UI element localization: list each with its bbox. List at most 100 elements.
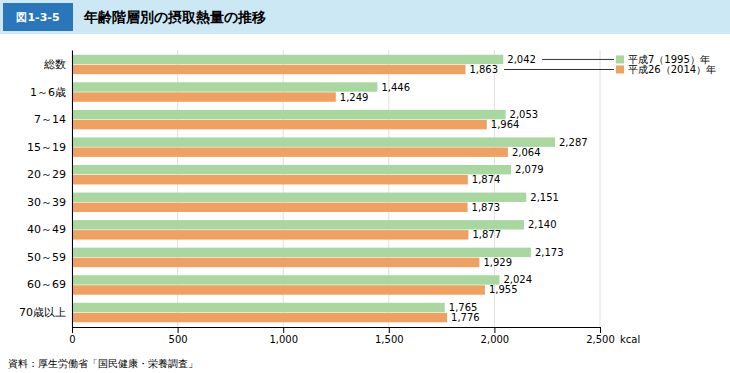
- bar: [72, 230, 468, 239]
- y-tick: 70歳以上: [19, 306, 72, 319]
- bar: [72, 193, 526, 202]
- x-tick: 2,500: [586, 327, 615, 345]
- data-label: 2,287: [559, 137, 588, 148]
- data-label: 1,776: [451, 312, 480, 323]
- chart-container: 図1-3-5年齢階層別の摂取熱量の推移2,0421,4462,0532,2872…: [0, 0, 730, 373]
- data-label: 1,929: [483, 257, 512, 268]
- legend-connector: [504, 69, 614, 70]
- x-tick: 1,000: [269, 327, 298, 345]
- x-tick-mark: [494, 327, 495, 333]
- bar: [72, 285, 485, 294]
- x-axis: 0 500 1,000 1,500 2,000 2,500: [69, 327, 615, 345]
- x-tick: 0: [69, 327, 75, 345]
- grid-line: [72, 50, 73, 327]
- grid-line: [600, 50, 601, 327]
- y-tick: 総数: [43, 58, 72, 71]
- bar-series: [72, 65, 508, 322]
- x-tick-mark: [283, 327, 284, 333]
- y-tick-label: 7～14: [34, 113, 66, 126]
- x-tick-label: 2,000: [481, 334, 510, 345]
- x-tick-mark: [600, 327, 601, 333]
- bar: [72, 258, 479, 267]
- y-axis-line: [72, 51, 73, 328]
- y-tick: 15～19: [27, 141, 72, 154]
- y-tick-label: 15～19: [27, 141, 66, 154]
- chart-title: 年齢階層別の摂取熱量の推移: [83, 9, 266, 25]
- data-label: 2,064: [512, 147, 541, 158]
- chart-svg: 図1-3-5年齢階層別の摂取熱量の推移2,0421,4462,0532,2872…: [0, 0, 730, 373]
- y-tick: 50～59: [27, 251, 72, 264]
- x-tick-label: 1,000: [269, 334, 298, 345]
- x-axis-line: [73, 328, 601, 334]
- y-tick-label: 40～49: [27, 223, 66, 236]
- data-label: 1,863: [469, 64, 498, 75]
- y-tick: 60～69: [27, 278, 72, 291]
- x-tick-label: 1,500: [375, 334, 404, 345]
- x-axis-label: kcal: [620, 334, 640, 345]
- y-tick: 30～39: [27, 196, 72, 209]
- data-label: 2,079: [515, 164, 544, 175]
- data-label: 2,173: [535, 247, 564, 258]
- data-label: 1,873: [472, 202, 501, 213]
- y-tick-label: 50～59: [27, 251, 66, 264]
- data-label: 1,955: [489, 284, 518, 295]
- bar: [72, 55, 503, 64]
- data-label: 1,446: [381, 82, 410, 93]
- data-labels: 2,0421,4462,0532,2872,0792,1512,1402,173…: [340, 54, 588, 323]
- bar-series: [72, 55, 555, 312]
- y-tick: 40～49: [27, 223, 72, 236]
- header-label-box: [3, 3, 73, 31]
- data-label: 2,042: [507, 54, 536, 65]
- x-tick: 2,000: [481, 327, 510, 345]
- bar: [72, 175, 468, 184]
- plot-area: 2,0421,4462,0532,2872,0792,1512,1402,173…: [19, 50, 716, 345]
- y-tick: 1～6歳: [30, 86, 72, 99]
- bar: [72, 137, 555, 146]
- bar: [72, 110, 506, 119]
- x-tick: 500: [169, 327, 188, 345]
- x-tick-label: 2,500: [586, 334, 615, 345]
- x-tick-label: 0: [69, 334, 75, 345]
- data-label: 2,151: [530, 192, 559, 203]
- data-label: 1,874: [472, 174, 501, 185]
- bar: [72, 313, 447, 322]
- y-tick: 7～14: [34, 113, 72, 126]
- y-tick: 20～29: [27, 168, 72, 181]
- legend: 平成7（1995）年平成26（2014）年: [504, 54, 716, 75]
- bar: [72, 220, 524, 229]
- legend-entry: 平成26（2014）年: [628, 64, 716, 75]
- x-tick-mark: [389, 327, 390, 333]
- x-tick-mark: [72, 327, 73, 333]
- data-label: 2,140: [528, 219, 557, 230]
- y-tick-label: 60～69: [27, 278, 66, 291]
- bar: [72, 82, 377, 91]
- bar: [72, 248, 531, 257]
- bar: [72, 203, 468, 212]
- bar: [72, 303, 445, 312]
- background: [0, 0, 730, 373]
- y-axis: 総数 1～6歳 7～14 15～19 20～29 30～39 40～49 50～59 60～69…: [19, 51, 73, 328]
- y-tick-label: 70歳以上: [19, 306, 66, 319]
- x-tick-label: 500: [169, 334, 188, 345]
- bar: [72, 65, 465, 74]
- y-tick-label: 20～29: [27, 168, 66, 181]
- legend-swatch: [616, 55, 624, 63]
- x-tick-mark: [178, 327, 179, 333]
- data-label: 1,249: [340, 92, 369, 103]
- header-bar: [0, 0, 730, 34]
- y-tick-label: 総数: [43, 58, 66, 71]
- source-note: 資料：厚生労働省「国民健康・栄養調査」: [8, 358, 198, 369]
- bars: [72, 55, 555, 323]
- y-tick-label: 1～6歳: [30, 86, 66, 99]
- x-tick: 1,500: [375, 327, 404, 345]
- bar: [72, 92, 336, 101]
- bar: [72, 120, 487, 129]
- bar: [72, 275, 499, 284]
- data-label: 1,877: [472, 229, 501, 240]
- data-label: 1,964: [491, 119, 520, 130]
- bar: [72, 165, 511, 174]
- bar: [72, 147, 508, 156]
- y-tick-label: 30～39: [27, 196, 66, 209]
- legend-swatch: [616, 65, 624, 73]
- legend-connector: [542, 59, 614, 60]
